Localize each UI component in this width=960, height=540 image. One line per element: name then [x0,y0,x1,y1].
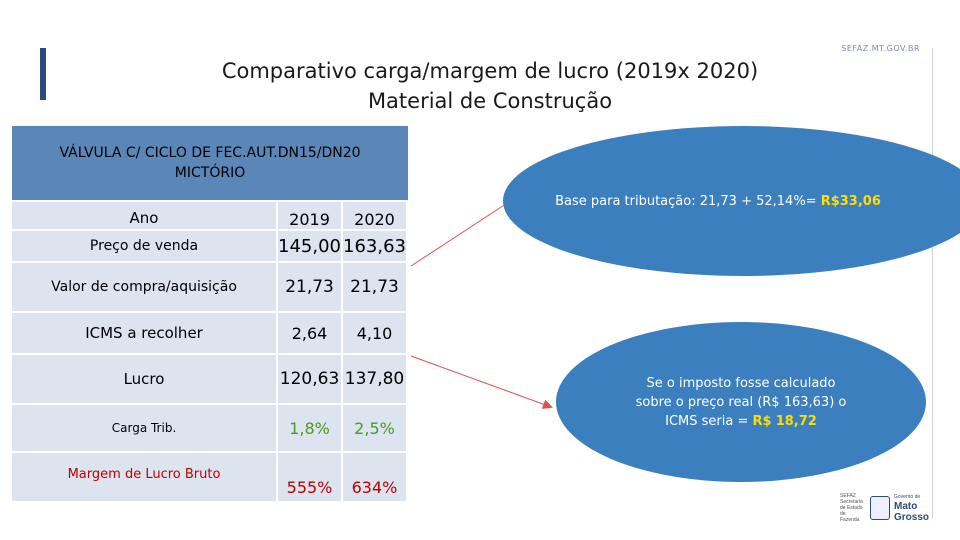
table-row: Lucro 120,63 137,80 [12,354,408,405]
value-2019: 2019 [277,202,344,231]
product-line-2: MICTÓRIO [174,165,246,181]
table-row: Valor de compra/aquisição 21,73 21,73 [12,262,408,313]
row-label: Carga Trib. [12,404,279,453]
product-header: VÁLVULA C/ CICLO DE FEC.AUT.DN15/DN20 MI… [12,126,408,200]
icms-value-prefix: R$ [752,413,772,429]
page-title: Comparativo carga/margem de lucro (2019x… [150,56,830,116]
row-label: Lucro [12,354,279,405]
tax-base-text: Base para tributação: 21,73 + 52,14%= R$… [528,194,908,209]
table-row: Preço de venda 145,00 163,63 [12,230,408,263]
icms-text: Se o imposto fosse calculado sobre o pre… [631,374,851,431]
table-row: Margem de Lucro Bruto 555% 634% [12,452,408,503]
value-2019: 1,8% [277,404,344,453]
value-2020: 4,10 [342,312,408,355]
title-line-2: Material de Construção [367,89,613,113]
row-label: Margem de Lucro Bruto [12,452,279,503]
value-2019: 145,00 [277,230,344,263]
right-divider [932,48,933,518]
sefaz-logo-text: SEFAZ Secretaria de Estado de Fazenda [840,493,863,523]
value-2020: 2,5% [342,404,408,453]
value-2020: 137,80 [342,354,408,405]
mt-logo-big2: Grosso [894,511,930,523]
value-2020: 21,73 [342,262,408,313]
table-row: Carga Trib. 1,8% 2,5% [12,404,408,453]
mt-logo-big1: Mato [894,500,918,512]
tax-base-value: R$33,06 [820,193,881,209]
mt-logo-small: Governo de [894,493,921,500]
comparison-table: Ano 2019 2020 Preço de venda 145,00 163,… [12,202,408,503]
icms-value: 18,72 [775,413,817,429]
row-label: ICMS a recolher [12,312,279,355]
row-label: Ano [12,202,279,231]
table-row: ICMS a recolher 2,64 4,10 [12,312,408,355]
value-2019: 2,64 [277,312,344,355]
accent-bar [40,48,46,100]
row-label: Valor de compra/aquisição [12,262,279,313]
tax-base-callout: Base para tributação: 21,73 + 52,14%= R$… [503,126,960,276]
value-2020: 2020 [342,202,408,231]
icms-explanation: Se o imposto fosse calculado sobre o pre… [635,375,847,429]
icms-callout: Se o imposto fosse calculado sobre o pre… [556,322,926,482]
product-line-1: VÁLVULA C/ CICLO DE FEC.AUT.DN15/DN20 [59,145,361,161]
mt-logo-text: Governo de Mato Grosso [894,494,929,523]
arrow-to-base-callout [410,198,514,267]
title-line-1: Comparativo carga/margem de lucro (2019x… [221,59,759,83]
value-2020: 634% [342,452,408,503]
site-label: SEFAZ.MT.GOV.BR [841,44,920,53]
value-2019: 120,63 [277,354,344,405]
value-2020: 163,63 [342,230,408,263]
government-logo: SEFAZ Secretaria de Estado de Fazenda Go… [840,490,930,526]
tax-base-formula: Base para tributação: 21,73 + 52,14%= [555,193,821,209]
row-label: Preço de venda [12,230,279,263]
value-2019: 555% [277,452,344,503]
arrow-to-icms-callout [410,355,553,409]
value-2019: 21,73 [277,262,344,313]
seal-icon [870,496,890,520]
table-row: Ano 2019 2020 [12,202,408,231]
